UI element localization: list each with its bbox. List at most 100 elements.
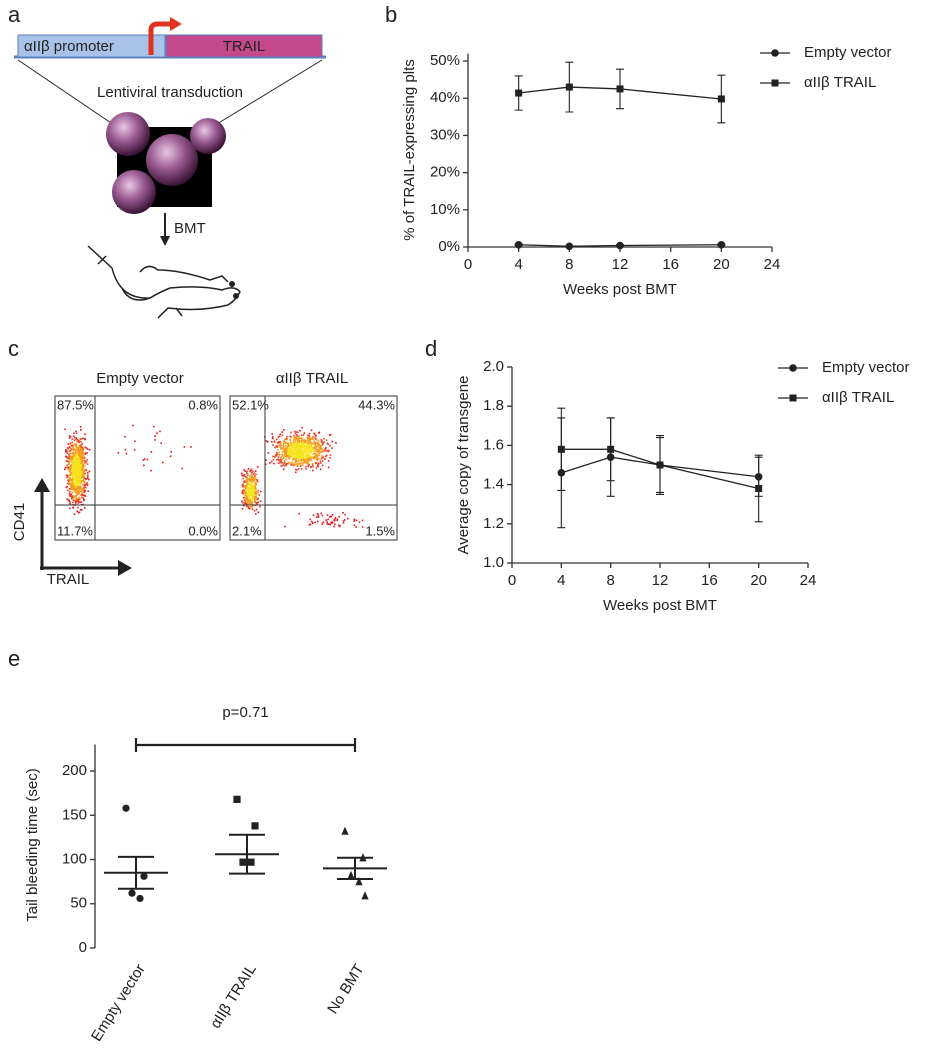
event-dot xyxy=(64,466,67,469)
event-dot xyxy=(305,465,307,468)
event-dot xyxy=(156,432,158,434)
event-dot xyxy=(296,450,299,452)
event-dot xyxy=(259,500,262,503)
event-dot xyxy=(88,448,91,451)
event-dot xyxy=(79,474,82,477)
event-dot xyxy=(284,455,287,458)
event-dot xyxy=(68,499,70,502)
event-dot xyxy=(294,462,297,464)
event-dot xyxy=(71,479,73,481)
event-dot xyxy=(290,431,292,434)
event-dot xyxy=(80,444,83,446)
event-dot xyxy=(154,435,156,437)
marker xyxy=(136,894,144,903)
event-dot xyxy=(300,434,303,437)
event-dot xyxy=(319,444,322,447)
event-dot xyxy=(279,435,281,438)
event-dot xyxy=(296,454,298,456)
event-dot xyxy=(292,463,295,465)
event-dot xyxy=(71,452,73,454)
event-dot xyxy=(84,446,86,449)
event-dot xyxy=(338,525,341,528)
event-dot xyxy=(73,489,75,491)
event-dot xyxy=(77,511,80,514)
event-dot xyxy=(251,508,254,510)
event-dot xyxy=(247,468,250,470)
event-dot xyxy=(71,482,74,484)
event-dot xyxy=(78,458,80,460)
event-dot xyxy=(77,502,80,504)
event-dot xyxy=(76,453,79,456)
event-dot xyxy=(265,459,267,461)
event-dot xyxy=(285,458,287,461)
event-dot xyxy=(272,455,274,458)
event-dot xyxy=(279,433,282,435)
event-dot xyxy=(289,450,291,453)
y-tick-label: 50 xyxy=(70,895,87,912)
event-dot xyxy=(326,521,328,523)
event-dot xyxy=(315,458,317,460)
event-dot xyxy=(296,463,298,466)
marker xyxy=(239,858,247,866)
event-dot xyxy=(307,448,310,450)
event-dot xyxy=(298,437,301,440)
event-dot xyxy=(293,455,295,457)
event-dot xyxy=(317,454,319,456)
event-dot xyxy=(76,481,79,483)
event-dot xyxy=(287,455,290,457)
event-dot xyxy=(242,501,244,504)
legend-marker xyxy=(789,364,797,372)
event-dot xyxy=(66,457,69,460)
event-dot xyxy=(84,487,87,489)
event-dot xyxy=(309,518,312,521)
event-dot xyxy=(79,451,82,453)
x-tick-label: 16 xyxy=(701,572,718,589)
event-dot xyxy=(76,446,79,449)
event-dot xyxy=(314,452,317,455)
event-dot xyxy=(271,441,273,443)
event-dot xyxy=(84,495,87,497)
event-dot xyxy=(81,447,83,449)
event-dot xyxy=(252,470,254,473)
event-dot xyxy=(285,450,288,452)
event-dot xyxy=(280,465,283,467)
event-dot xyxy=(81,492,83,494)
event-dot xyxy=(78,449,80,452)
event-dot xyxy=(299,463,301,465)
event-dot xyxy=(83,487,85,489)
event-dot xyxy=(253,489,256,492)
event-dot xyxy=(247,507,250,509)
event-dot xyxy=(69,502,71,505)
event-dot xyxy=(334,523,336,526)
event-dot xyxy=(281,451,284,453)
legend-label: Empty vector xyxy=(822,359,910,376)
event-dot xyxy=(309,523,312,526)
event-dot xyxy=(243,469,245,471)
event-dot xyxy=(307,438,309,440)
event-dot xyxy=(288,447,290,450)
event-dot xyxy=(280,444,283,447)
event-dot xyxy=(78,464,80,466)
event-dot xyxy=(330,515,332,518)
event-dot xyxy=(321,514,324,517)
event-dot xyxy=(79,473,81,476)
event-dot xyxy=(242,488,245,491)
event-dot xyxy=(79,445,82,447)
event-dot xyxy=(251,490,254,493)
event-dot xyxy=(68,455,71,457)
event-dot xyxy=(73,479,75,481)
panel-label: a xyxy=(8,2,21,27)
event-dot xyxy=(290,464,292,466)
event-dot xyxy=(300,439,303,442)
event-dot xyxy=(159,430,161,433)
event-dot xyxy=(324,448,326,450)
event-dot xyxy=(66,474,69,477)
event-dot xyxy=(66,498,69,500)
step-label: Lentiviral transduction xyxy=(97,84,243,101)
event-dot xyxy=(74,495,77,497)
event-dot xyxy=(277,449,279,451)
panel-label: b xyxy=(385,2,397,27)
event-dot xyxy=(276,451,278,454)
event-dot xyxy=(84,490,86,492)
x-tick-label: Empty vector xyxy=(88,961,149,1044)
